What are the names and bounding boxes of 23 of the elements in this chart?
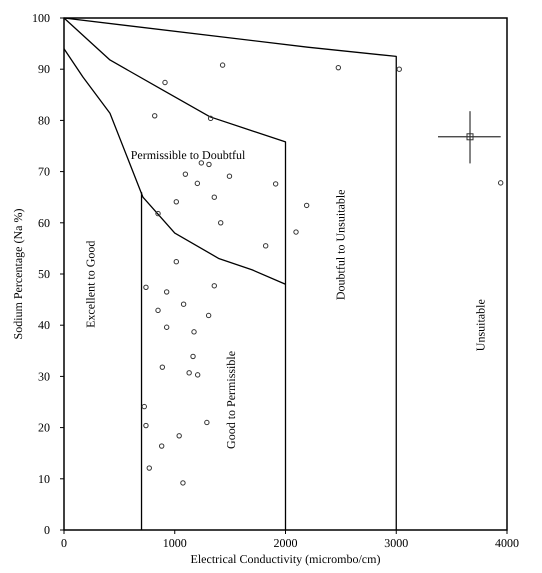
x-tick-label: 1000 bbox=[162, 536, 187, 550]
y-tick-label: 60 bbox=[38, 216, 50, 230]
y-tick-label: 0 bbox=[44, 523, 50, 537]
x-axis-title: Electrical Conductivity (micrombo/cm) bbox=[190, 552, 380, 566]
y-tick-label: 30 bbox=[38, 369, 50, 384]
x-tick-label: 3000 bbox=[384, 536, 408, 550]
x-tick-label: 0 bbox=[61, 536, 67, 550]
y-tick-label: 20 bbox=[38, 420, 50, 435]
annotation: Unsuitable bbox=[474, 299, 488, 352]
annotation: Permissible to Doubtful bbox=[130, 148, 246, 162]
y-tick-label: 90 bbox=[38, 62, 50, 76]
annotation: Excellent to Good bbox=[84, 240, 98, 328]
y-tick-label: 80 bbox=[38, 113, 50, 128]
annotation: Good to Permissible bbox=[224, 350, 238, 449]
y-tick-label: 50 bbox=[38, 267, 50, 281]
x-tick-label: 2000 bbox=[274, 536, 298, 550]
annotation: Doubtful to Unsuitable bbox=[334, 189, 348, 300]
y-tick-label: 100 bbox=[32, 11, 50, 25]
y-tick-label: 10 bbox=[38, 472, 50, 486]
x-tick-label: 4000 bbox=[495, 536, 519, 550]
y-tick-label: 40 bbox=[38, 318, 50, 332]
y-axis-title: Sodium Percentage (Na %) bbox=[11, 208, 25, 340]
y-tick-label: 70 bbox=[38, 164, 50, 179]
